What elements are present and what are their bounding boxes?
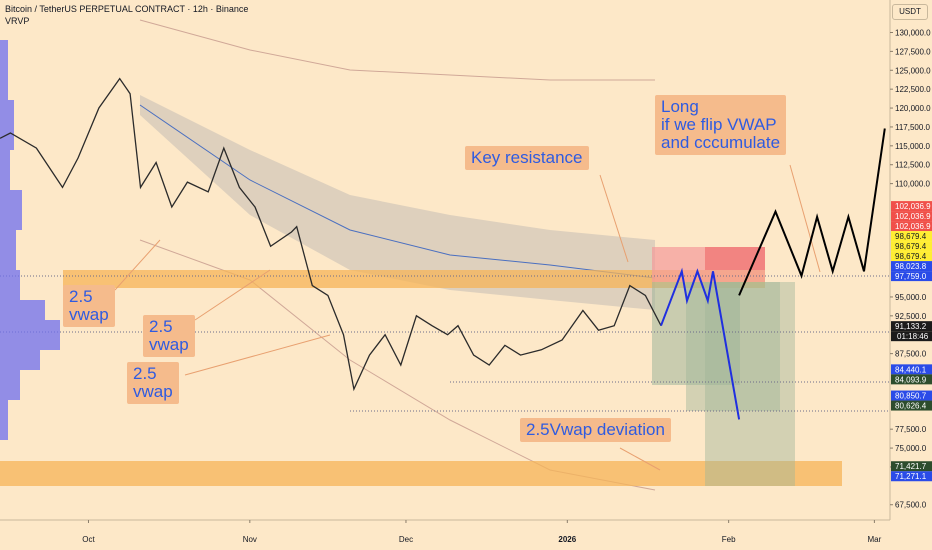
price-tag xyxy=(891,461,932,472)
price-tag xyxy=(891,231,932,242)
vwap-band xyxy=(140,95,655,310)
price-tag-label: 102,036.9 xyxy=(895,222,931,231)
price-tag-label: 84,440.1 xyxy=(895,365,927,374)
annotation-connectors xyxy=(114,164,821,471)
price-tag xyxy=(891,471,932,482)
price-tag xyxy=(891,364,932,375)
price-tag xyxy=(891,241,932,252)
target-box xyxy=(652,282,740,385)
x-tick-label: Dec xyxy=(399,535,413,544)
y-tick-label: 87,500.0 xyxy=(895,350,927,359)
price-tag xyxy=(891,251,932,262)
resistance-zone xyxy=(63,270,765,288)
y-tick-label: 77,500.0 xyxy=(895,425,927,434)
target-box xyxy=(705,282,795,486)
x-tick-label: Oct xyxy=(82,535,95,544)
price-tag xyxy=(891,374,932,385)
y-tick-label: 75,000.0 xyxy=(895,444,927,453)
price-tag-label: 80,626.4 xyxy=(895,402,927,411)
price-tag-label: 71,421.7 xyxy=(895,462,927,471)
x-tick-label: Nov xyxy=(243,535,257,544)
price-tag xyxy=(891,390,932,401)
y-tick-label: 127,500.0 xyxy=(895,47,931,56)
price-tag xyxy=(891,211,932,222)
price-tag xyxy=(891,321,932,332)
price-tag-label: 71,271.1 xyxy=(895,472,927,481)
y-tick-label: 120,000.0 xyxy=(895,104,931,113)
annotation: Key resistance xyxy=(465,146,589,170)
price-tag-label: 91,133.2 xyxy=(895,322,927,331)
price-line xyxy=(738,128,886,296)
price-tag-label: 98,679.4 xyxy=(895,232,927,241)
price-tag-label: 97,759.0 xyxy=(895,272,927,281)
chart-title: Bitcoin / TetherUS PERPETUAL CONTRACT · … xyxy=(5,4,249,14)
stop-box xyxy=(705,247,765,270)
support-zone xyxy=(0,461,842,486)
price-tag-label: 80,850.7 xyxy=(895,392,927,401)
x-tick-label: Feb xyxy=(722,535,736,544)
price-tag-label: 102,036.9 xyxy=(895,212,931,221)
price-tag xyxy=(891,400,932,411)
annotation: 2.5 vwap xyxy=(127,362,179,404)
annotation: 2.5Vwap deviation xyxy=(520,418,671,442)
price-tag-label: 98,023.8 xyxy=(895,262,927,271)
y-tick-label: 110,000.0 xyxy=(895,180,931,189)
price-line xyxy=(660,267,741,420)
y-tick-label: 67,500.0 xyxy=(895,501,927,510)
price-tag-label: 102,036.9 xyxy=(895,202,931,211)
currency-button[interactable]: USDT xyxy=(892,4,928,20)
y-tick-label: 117,500.0 xyxy=(895,123,931,132)
annotation: 2.5 vwap xyxy=(63,285,115,327)
price-tag-label: 98,679.4 xyxy=(895,242,927,251)
price-tag xyxy=(891,221,932,232)
price-tag xyxy=(891,201,932,212)
y-tick-label: 95,000.0 xyxy=(895,293,927,302)
y-tick-label: 122,500.0 xyxy=(895,85,931,94)
y-tick-label: 125,000.0 xyxy=(895,66,931,75)
annotation: Long if we flip VWAP and cccumulate xyxy=(655,95,787,155)
y-tick-label: 92,500.0 xyxy=(895,312,927,321)
y-tick-label: 112,500.0 xyxy=(895,161,931,170)
price-tag-label: 98,679.4 xyxy=(895,252,927,261)
x-tick-label: 2026 xyxy=(558,535,576,544)
price-tag xyxy=(891,271,932,282)
countdown: 01:18:46 xyxy=(897,332,929,341)
countdown-bg xyxy=(891,331,932,342)
x-tick-label: Mar xyxy=(867,535,881,544)
volume-profile xyxy=(0,40,60,440)
price-line xyxy=(0,77,662,392)
vwap-upper xyxy=(139,19,655,81)
y-tick-label: 130,000.0 xyxy=(895,28,931,37)
y-tick-label: 115,000.0 xyxy=(895,142,931,151)
price-tag xyxy=(891,261,932,272)
annotation: 2.5 vwap xyxy=(143,315,195,357)
indicator-label: VRVP xyxy=(5,16,30,26)
price-tag-label: 84,093.9 xyxy=(895,375,927,384)
